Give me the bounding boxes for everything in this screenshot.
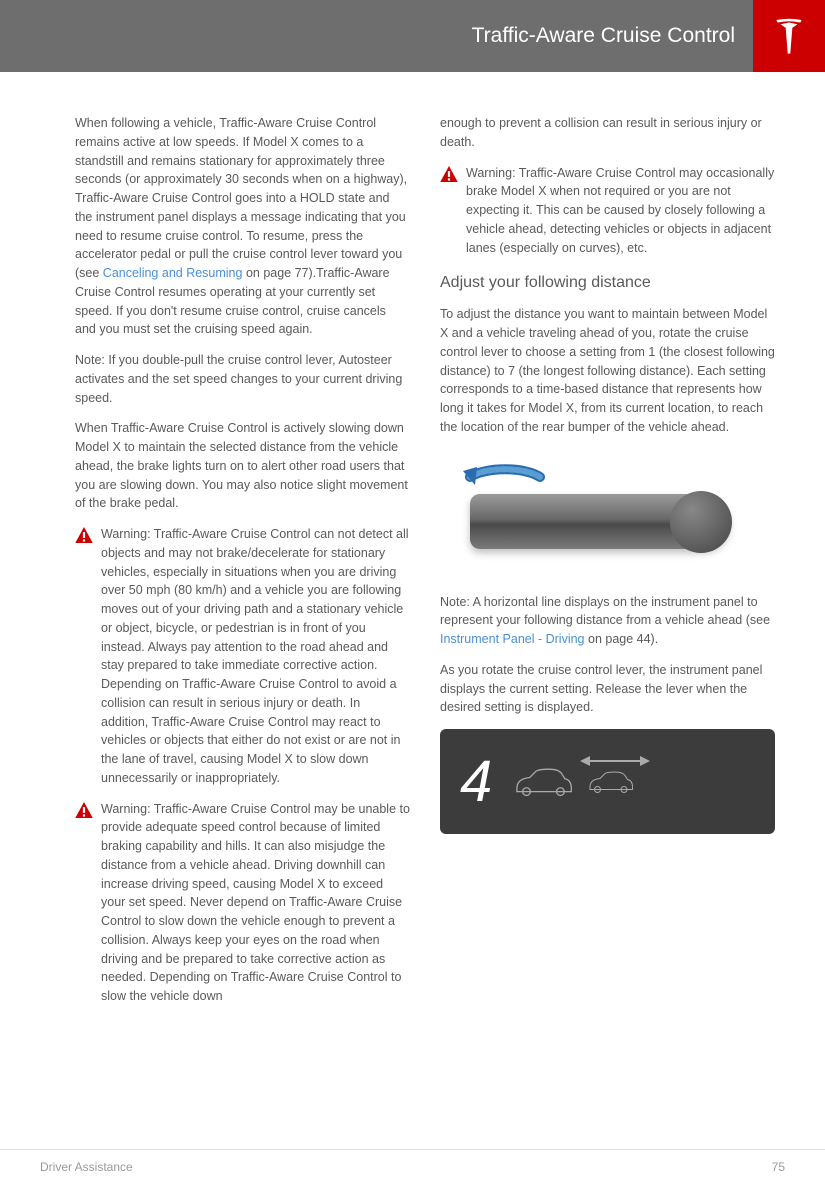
paragraph: When following a vehicle, Traffic-Aware … bbox=[75, 114, 410, 339]
page-number: 75 bbox=[772, 1160, 785, 1174]
double-arrow-icon bbox=[580, 754, 650, 768]
note-paragraph: Note: A horizontal line displays on the … bbox=[440, 593, 775, 649]
lever-body bbox=[470, 494, 730, 549]
paragraph: To adjust the distance you want to maint… bbox=[440, 305, 775, 436]
paragraph: enough to prevent a collision can result… bbox=[440, 114, 775, 152]
paragraph: When Traffic-Aware Cruise Control is act… bbox=[75, 419, 410, 513]
footer-section: Driver Assistance bbox=[40, 1160, 133, 1174]
right-column: enough to prevent a collision can result… bbox=[440, 114, 775, 1018]
page-footer: Driver Assistance 75 bbox=[0, 1149, 825, 1184]
paragraph: As you rotate the cruise control lever, … bbox=[440, 661, 775, 717]
warning-text: Warning: Traffic-Aware Cruise Control ma… bbox=[466, 164, 775, 258]
content-area: When following a vehicle, Traffic-Aware … bbox=[0, 72, 825, 1048]
warning-block: Warning: Traffic-Aware Cruise Control ca… bbox=[75, 525, 410, 788]
text: on page 44). bbox=[585, 632, 659, 646]
tesla-logo bbox=[753, 0, 825, 72]
note-paragraph: Note: If you double-pull the cruise cont… bbox=[75, 351, 410, 407]
distance-setting-value: 4 bbox=[460, 738, 492, 825]
warning-triangle-icon bbox=[440, 166, 458, 182]
car-icon bbox=[510, 766, 575, 798]
text: Note: A horizontal line displays on the … bbox=[440, 595, 770, 628]
warning-text: Warning: Traffic-Aware Cruise Control ca… bbox=[101, 525, 410, 788]
car-icon bbox=[585, 769, 635, 795]
car-distance-graphic bbox=[510, 752, 755, 812]
following-distance-display: 4 bbox=[440, 729, 775, 834]
canceling-resuming-link[interactable]: Canceling and Resuming bbox=[103, 266, 243, 280]
warning-text: Warning: Traffic-Aware Cruise Control ma… bbox=[101, 800, 410, 1006]
left-column: When following a vehicle, Traffic-Aware … bbox=[75, 114, 410, 1018]
cruise-lever-illustration bbox=[440, 449, 775, 579]
warning-block: Warning: Traffic-Aware Cruise Control ma… bbox=[75, 800, 410, 1006]
text: When following a vehicle, Traffic-Aware … bbox=[75, 116, 407, 280]
tesla-logo-icon bbox=[768, 15, 810, 57]
rotate-arrow-icon bbox=[455, 457, 545, 497]
instrument-panel-link[interactable]: Instrument Panel - Driving bbox=[440, 632, 585, 646]
warning-triangle-icon bbox=[75, 802, 93, 818]
warning-block: Warning: Traffic-Aware Cruise Control ma… bbox=[440, 164, 775, 258]
page-header: Traffic-Aware Cruise Control bbox=[0, 0, 825, 72]
section-heading: Adjust your following distance bbox=[440, 271, 775, 295]
lever-knob bbox=[670, 491, 732, 553]
warning-triangle-icon bbox=[75, 527, 93, 543]
